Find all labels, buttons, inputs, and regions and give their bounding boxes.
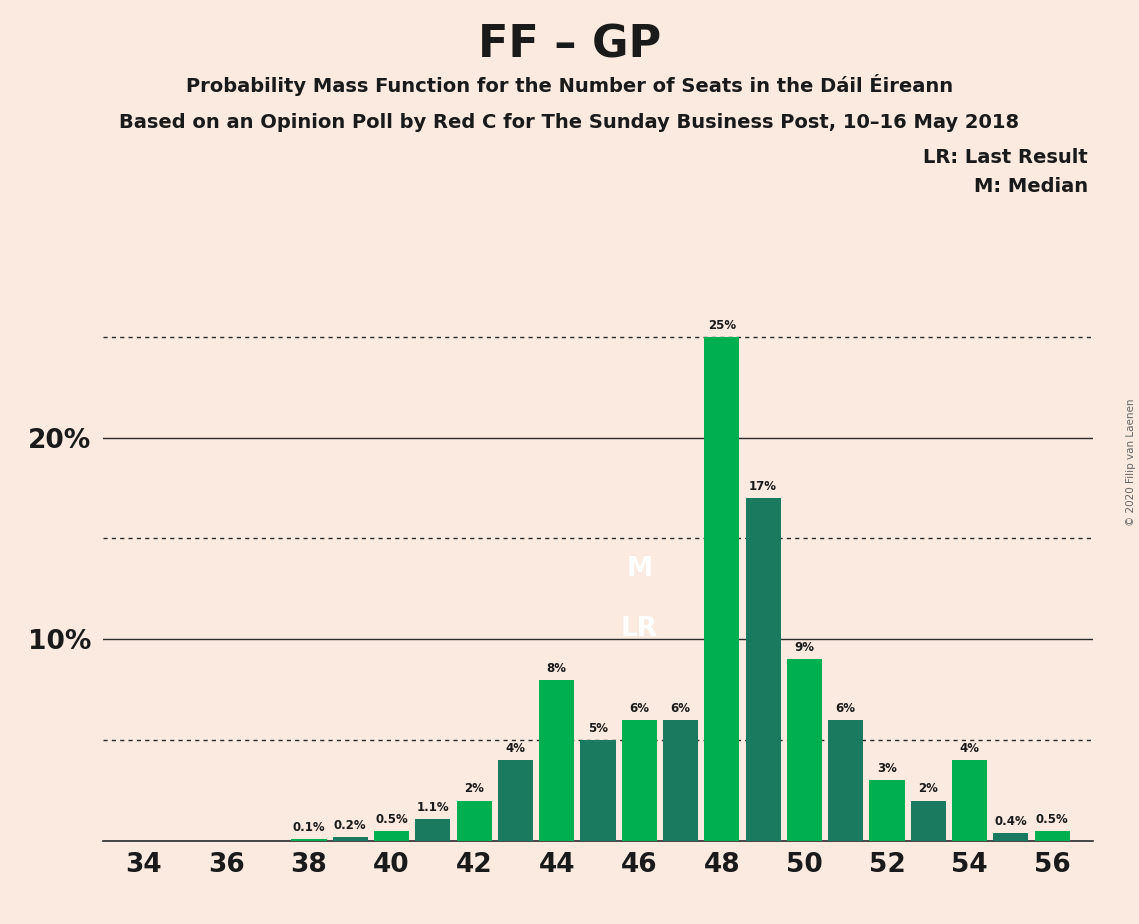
Text: 0.5%: 0.5% <box>1035 813 1068 826</box>
Bar <box>292 839 327 841</box>
Text: FF – GP: FF – GP <box>478 23 661 67</box>
Text: 6%: 6% <box>836 702 855 715</box>
Text: 5%: 5% <box>588 722 608 735</box>
Bar <box>498 760 533 841</box>
Text: 25%: 25% <box>707 319 736 332</box>
Bar <box>1034 831 1070 841</box>
Text: 4%: 4% <box>959 742 980 755</box>
Bar <box>787 660 822 841</box>
Bar <box>374 831 409 841</box>
Text: 2%: 2% <box>465 783 484 796</box>
Bar <box>911 800 945 841</box>
Text: 0.1%: 0.1% <box>293 821 326 833</box>
Text: 0.4%: 0.4% <box>994 815 1027 828</box>
Text: 0.5%: 0.5% <box>375 813 408 826</box>
Text: 3%: 3% <box>877 762 896 775</box>
Bar <box>333 837 368 841</box>
Bar <box>746 498 780 841</box>
Bar <box>993 833 1029 841</box>
Text: Based on an Opinion Poll by Red C for The Sunday Business Post, 10–16 May 2018: Based on an Opinion Poll by Red C for Th… <box>120 113 1019 132</box>
Text: LR: Last Result: LR: Last Result <box>923 148 1088 167</box>
Bar <box>869 781 904 841</box>
Text: © 2020 Filip van Laenen: © 2020 Filip van Laenen <box>1126 398 1136 526</box>
Text: 9%: 9% <box>794 641 814 654</box>
Bar <box>704 337 739 841</box>
Bar <box>952 760 988 841</box>
Bar <box>622 720 657 841</box>
Text: 2%: 2% <box>918 783 939 796</box>
Text: 0.2%: 0.2% <box>334 819 367 832</box>
Text: M: M <box>626 555 653 582</box>
Text: 6%: 6% <box>671 702 690 715</box>
Text: 6%: 6% <box>629 702 649 715</box>
Text: 1.1%: 1.1% <box>417 800 449 814</box>
Bar <box>663 720 698 841</box>
Bar <box>828 720 863 841</box>
Text: 4%: 4% <box>506 742 525 755</box>
Text: 17%: 17% <box>749 480 777 493</box>
Text: M: Median: M: Median <box>974 177 1088 197</box>
Bar <box>416 819 450 841</box>
Text: LR: LR <box>621 616 657 642</box>
Text: Probability Mass Function for the Number of Seats in the Dáil Éireann: Probability Mass Function for the Number… <box>186 74 953 96</box>
Text: 8%: 8% <box>547 662 567 675</box>
Bar <box>457 800 492 841</box>
Bar <box>581 740 615 841</box>
Bar <box>539 679 574 841</box>
